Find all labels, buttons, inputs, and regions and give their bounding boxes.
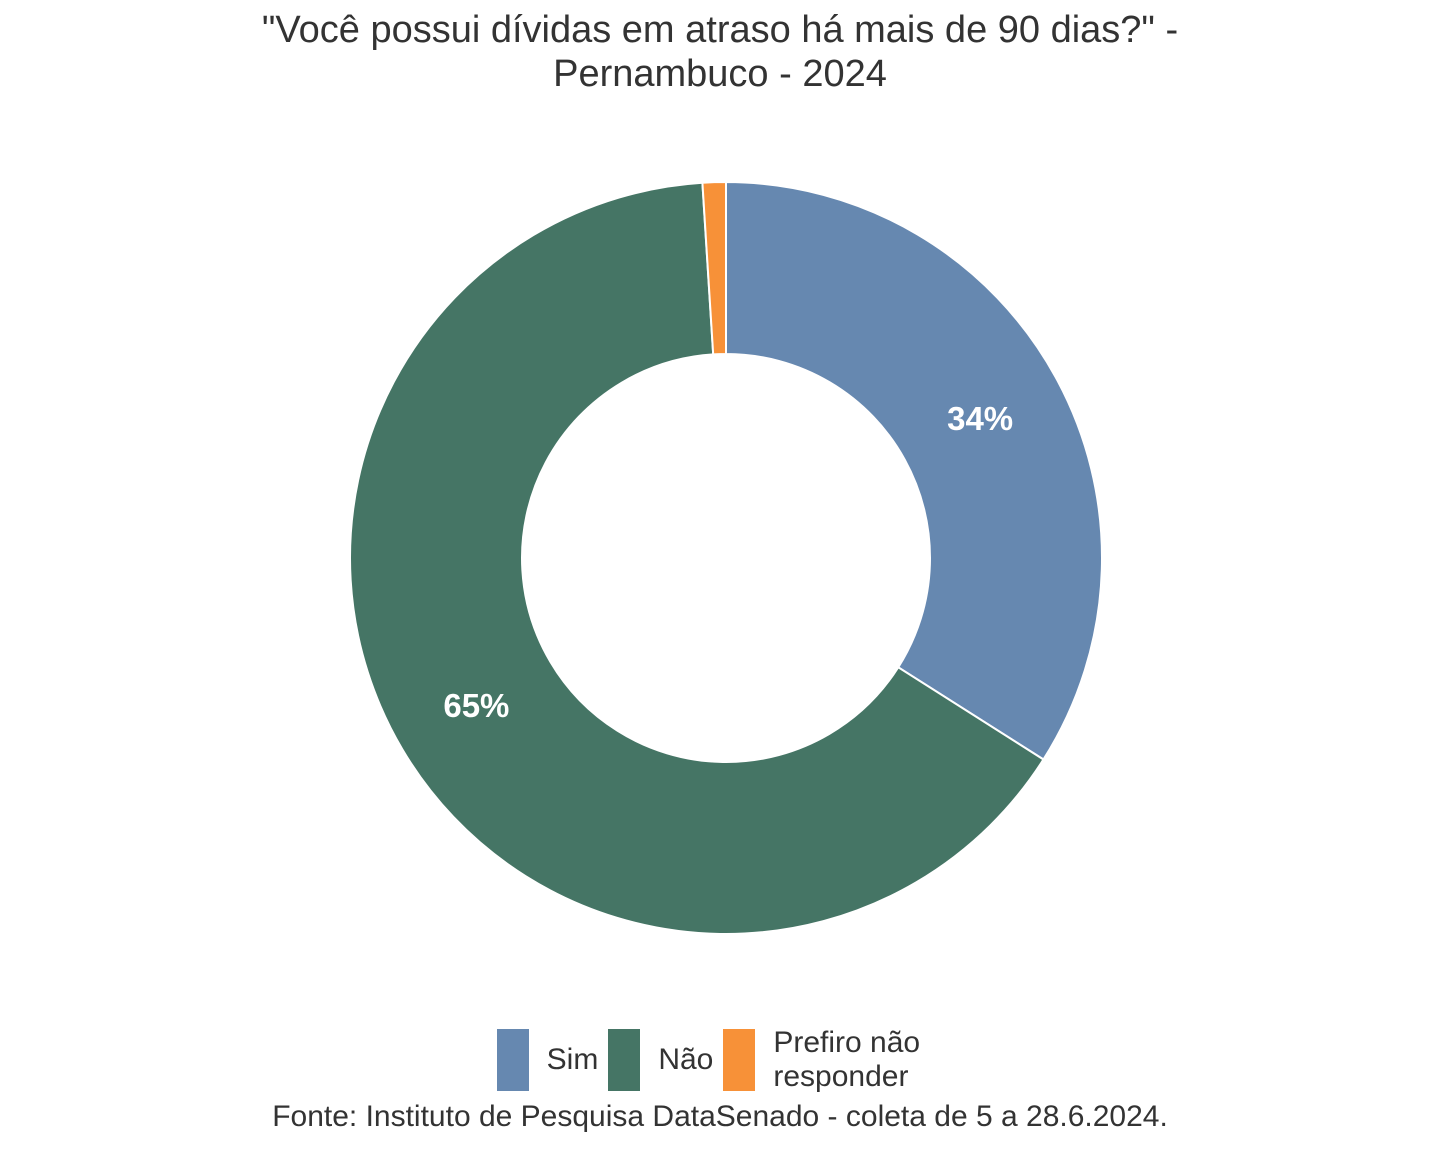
chart-title: "Você possui dívidas em atraso há mais d…: [0, 8, 1440, 96]
legend-label-nao: Não: [658, 1043, 714, 1076]
legend-label-sim: Sim: [546, 1043, 599, 1076]
data-label-nao: 65%: [443, 687, 509, 724]
donut-slice-nao: [349, 181, 1045, 935]
legend-label-prefiro-nao-responder: Prefiro não responder: [773, 1026, 921, 1093]
chart-title-line-1: "Você possui dívidas em atraso há mais d…: [261, 9, 1179, 51]
legend-swatch-nao: [608, 1029, 641, 1091]
legend-item-prefiro-nao-responder: Prefiro não responder: [723, 1026, 943, 1094]
donut-slice-sim: [725, 180, 1103, 761]
chart-title-line-2: Pernambuco - 2024: [553, 53, 887, 95]
donut-slice-prefiro-nao-responder: [701, 180, 727, 356]
source-note: Fonte: Instituto de Pesquisa DataSenado …: [272, 1100, 1168, 1133]
legend-item-nao: Não: [608, 1029, 713, 1091]
legend-swatch-sim: [496, 1029, 529, 1091]
legend-item-sim: Sim: [496, 1029, 599, 1091]
data-label-sim: 34%: [947, 400, 1013, 437]
donut-chart: 34% 65%: [349, 180, 1103, 935]
legend-swatch-prefiro-nao-responder: [723, 1029, 756, 1091]
legend: Sim Não Prefiro não responder: [0, 1026, 1440, 1094]
